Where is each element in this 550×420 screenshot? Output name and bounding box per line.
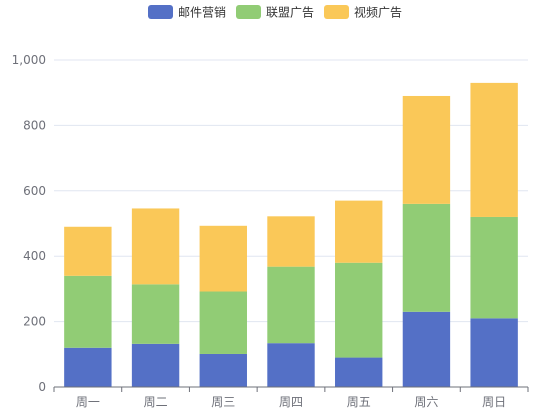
y-tick-label: 600 [23, 184, 46, 198]
bar-segment-3[interactable] [199, 225, 247, 292]
x-axis: 周一 周二 周三 周四 周五 周六 周日 [53, 386, 529, 409]
bar-segment-1[interactable] [131, 343, 180, 387]
x-tick-label: 周三 [211, 395, 235, 409]
bar-segment-1[interactable] [470, 318, 518, 387]
legend-label: 视频广告 [354, 5, 402, 20]
bar-segment-1[interactable] [335, 357, 383, 387]
bar-segment-2[interactable] [267, 266, 315, 344]
x-tick-label: 周一 [76, 395, 100, 409]
bar-segment-3[interactable] [64, 226, 112, 276]
legend-item-3[interactable]: 视频广告 [324, 5, 402, 20]
legend-swatch [148, 5, 173, 19]
bar-segment-3[interactable] [470, 82, 518, 217]
y-tick-label: 200 [23, 315, 46, 329]
bars [64, 82, 518, 387]
bar-segment-1[interactable] [267, 343, 315, 387]
bar-segment-1[interactable] [402, 311, 451, 387]
bar-segment-3[interactable] [402, 95, 451, 204]
legend-swatch [324, 5, 349, 19]
x-tick-label: 周四 [279, 395, 303, 409]
bar-segment-2[interactable] [402, 203, 451, 312]
legend-label: 联盟广告 [266, 6, 314, 20]
bar-segment-3[interactable] [267, 216, 315, 267]
x-tick-label: 周二 [144, 395, 168, 409]
x-tick-label: 周五 [347, 395, 371, 409]
y-tick-label: 400 [23, 249, 46, 263]
bar-segment-3[interactable] [131, 208, 180, 285]
y-axis: 0 200 400 600 800 1,000 [12, 53, 46, 394]
legend-item-2[interactable]: 联盟广告 [236, 5, 314, 20]
x-tick-label: 周日 [482, 395, 506, 409]
x-tick-label: 周六 [414, 395, 438, 409]
bar-segment-2[interactable] [199, 291, 247, 354]
y-tick-label: 0 [38, 380, 46, 394]
legend-swatch [236, 5, 261, 19]
legend-label: 邮件营销 [178, 6, 226, 20]
bar-segment-1[interactable] [64, 347, 112, 387]
bar-segment-2[interactable] [131, 284, 180, 344]
bar-segment-2[interactable] [64, 275, 112, 348]
bar-segment-2[interactable] [470, 216, 518, 319]
y-tick-label: 800 [23, 118, 46, 132]
legend[interactable]: 邮件营销 联盟广告 视频广告 [148, 5, 402, 20]
bar-segment-3[interactable] [335, 200, 383, 263]
bar-segment-2[interactable] [335, 262, 383, 358]
y-tick-label: 1,000 [12, 53, 46, 67]
legend-item-1[interactable]: 邮件营销 [148, 5, 226, 20]
bar-segment-1[interactable] [199, 353, 247, 387]
